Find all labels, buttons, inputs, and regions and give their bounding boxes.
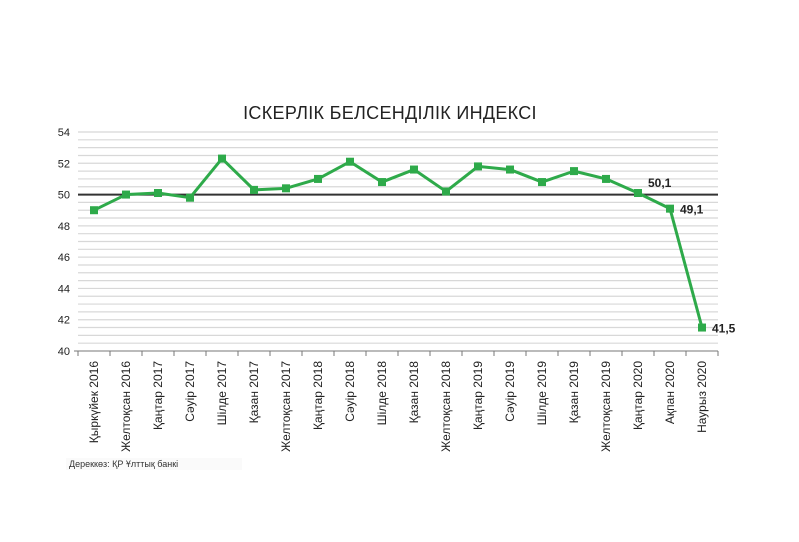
y-tick-label: 54 [58, 127, 70, 139]
y-tick-label: 48 [58, 221, 70, 233]
data-point [570, 167, 578, 176]
data-point [90, 206, 98, 215]
data-point [378, 178, 386, 187]
x-tick-label: Қаңтар 2019 [471, 361, 485, 430]
x-tick-label: Қаңтар 2017 [151, 361, 165, 430]
x-tick-label: Қаңтар 2020 [631, 361, 645, 430]
data-point [250, 185, 258, 194]
series-line [93, 157, 704, 328]
x-tick-label: Желтоқсан 2019 [599, 361, 613, 452]
x-tick-label: Сәуір 2019 [503, 361, 517, 422]
data-point [442, 187, 450, 196]
data-point [314, 174, 322, 183]
x-tick-label: Желтоқсан 2016 [119, 361, 133, 452]
x-tick-label: Желтоқсан 2018 [439, 361, 453, 452]
x-tick-label: Шілде 2019 [535, 361, 549, 426]
data-point [122, 190, 130, 199]
data-label: 50,1 [648, 176, 672, 190]
source-note: Дереккөз: ҚР Ұлттық банкі [66, 458, 242, 470]
x-tick-label: Шілде 2018 [375, 361, 389, 426]
data-point [602, 174, 610, 183]
x-tick-label: Қазан 2019 [567, 361, 581, 424]
y-tick-label: 46 [58, 252, 70, 264]
x-tick-label: Қазан 2017 [247, 361, 261, 424]
data-point [282, 184, 290, 193]
data-point [346, 157, 354, 166]
x-tick-label: Наурыз 2020 [695, 361, 709, 433]
y-tick-label: 50 [58, 190, 70, 202]
data-point [410, 165, 418, 174]
data-point [506, 165, 514, 174]
x-tick-label: Сәуір 2018 [343, 361, 357, 422]
y-tick-label: 40 [58, 346, 70, 358]
x-tick-label: Шілде 2017 [215, 361, 229, 426]
data-point [666, 204, 674, 213]
y-tick-label: 42 [58, 315, 70, 327]
data-point [698, 323, 706, 332]
x-tick-label: Ақпан 2020 [663, 361, 677, 424]
x-tick-label: Сәуір 2017 [183, 361, 197, 422]
data-point [538, 178, 546, 187]
y-tick-label: 52 [58, 158, 70, 170]
data-point [154, 189, 162, 198]
data-point [218, 154, 226, 163]
y-tick-label: 44 [58, 283, 70, 295]
data-point [634, 189, 642, 198]
data-label: 41,5 [712, 322, 736, 336]
data-point [474, 162, 482, 171]
data-label: 49,1 [680, 203, 704, 217]
data-point [186, 193, 194, 202]
x-tick-label: Қазан 2018 [407, 361, 421, 424]
chart-title: ІСКЕРЛІК БЕЛСЕНДІЛІК ИНДЕКСІ [243, 103, 537, 123]
x-tick-label: Желтоқсан 2017 [279, 361, 293, 452]
x-tick-label: Қаңтар 2018 [311, 361, 325, 430]
x-tick-label: Қыркүйек 2016 [87, 361, 101, 444]
